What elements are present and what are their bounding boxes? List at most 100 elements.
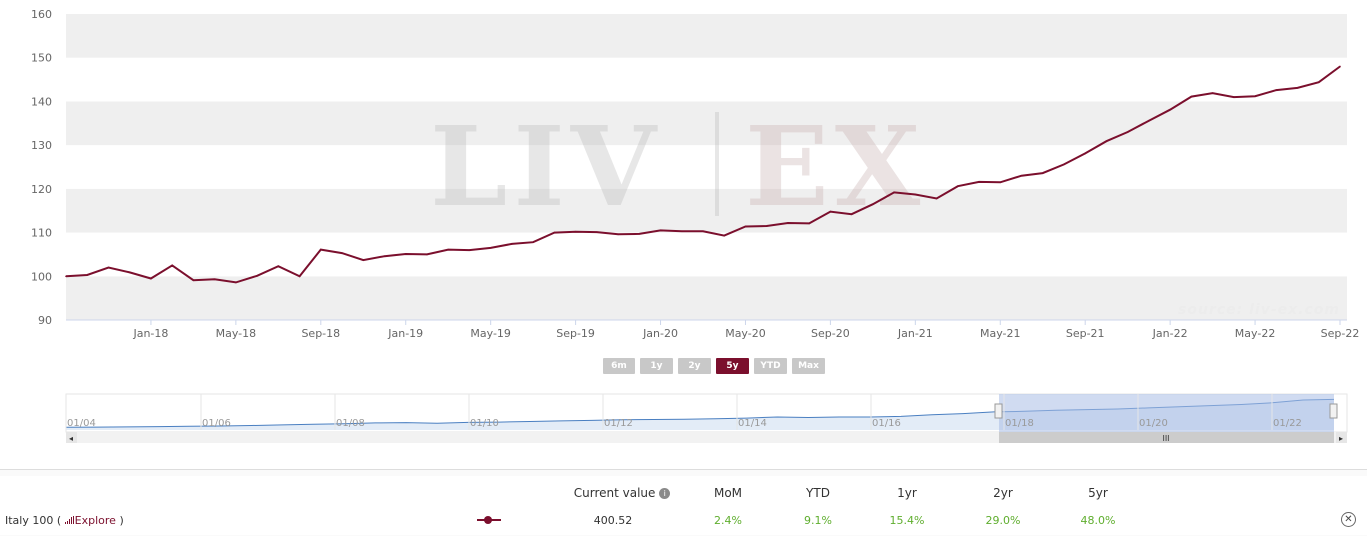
y-tick-label: 150	[31, 52, 52, 65]
table-header	[0, 476, 1367, 509]
data-point	[999, 181, 1002, 184]
table-row	[0, 508, 1367, 535]
range-button-5y[interactable]: 5y	[716, 358, 749, 374]
data-point	[574, 230, 577, 233]
data-point	[850, 213, 853, 216]
cell-1yr: 15.4%	[889, 514, 925, 527]
navigator-right-handle[interactable]	[1329, 403, 1338, 419]
plot-bands	[66, 14, 1347, 320]
x-axis-ticks: Jan-18 May-18 Sep-18 Jan-19 May-19 Sep-19 Jan-…	[132, 320, 1359, 340]
range-button-2y[interactable]: 2y	[678, 358, 711, 374]
cell-ytd: 9.1%	[804, 514, 832, 527]
svg-text:LIV: LIV	[430, 102, 662, 231]
navigator[interactable]: 01/04 01/06 01/08 01/10 01/12 01/14 01/16 01/18…	[65, 393, 1348, 443]
scrollbar-right-arrow[interactable]	[1336, 432, 1347, 443]
data-point	[532, 241, 534, 243]
arrow-right-icon: ▸	[1339, 434, 1343, 443]
bar-chart-icon[interactable]	[64, 516, 75, 524]
explore-link[interactable]: Explore	[74, 514, 116, 527]
remove-row-icon[interactable]: ✕	[1341, 512, 1356, 527]
scrollbar-thumb[interactable]	[999, 432, 1334, 443]
data-point	[86, 274, 89, 276]
range-button-6m[interactable]: 6m	[603, 358, 635, 374]
data-point	[723, 234, 726, 237]
data-point	[489, 247, 492, 249]
data-point	[659, 229, 662, 232]
scrollbar-left-arrow[interactable]	[66, 432, 77, 443]
navigator-tick-label: 01/08	[336, 418, 365, 429]
plot-band	[66, 14, 1347, 58]
y-axis-ticks: 90 100 110 120 130 140 150 160	[31, 8, 52, 327]
navigator-tick-label: 01/12	[604, 418, 633, 429]
data-point	[150, 277, 152, 280]
navigator-tick-label: 01/20	[1139, 418, 1168, 429]
chart-svg: LIV EX source: liv-ex.com 90 100 110 120 130…	[31, 8, 1359, 443]
plot-band	[66, 101, 1347, 146]
y-tick-label: 140	[31, 95, 52, 108]
data-point	[1041, 172, 1044, 174]
x-tick-label: Jan-19	[387, 327, 423, 340]
data-point	[957, 185, 959, 188]
data-point	[171, 264, 173, 267]
source-note: source: liv-ex.com	[1178, 302, 1340, 318]
navigator-tick-label: 01/18	[1005, 418, 1034, 429]
data-point	[1084, 152, 1086, 155]
data-point	[787, 222, 789, 224]
data-point	[702, 230, 704, 233]
plot-band	[66, 188, 1347, 233]
navigator-tick-label: 01/14	[738, 418, 767, 429]
arrow-left-icon: ◂	[69, 434, 73, 443]
header-1yr: 1yr	[897, 486, 917, 500]
data-point	[107, 266, 110, 269]
row-name: Italy 100 ( Explore )	[5, 514, 124, 527]
navigator-tick-label: 01/10	[470, 418, 499, 429]
data-point	[638, 233, 641, 235]
plot-band	[66, 145, 1347, 189]
data-point	[235, 281, 237, 284]
info-icon[interactable]: i	[659, 488, 671, 499]
navigator-selection[interactable]	[999, 394, 1334, 432]
data-point	[978, 181, 980, 183]
navigator-tick-label: 01/22	[1273, 418, 1302, 429]
data-point	[744, 225, 747, 228]
plot-band	[66, 232, 1347, 277]
data-point	[320, 248, 322, 251]
scrollbar-track[interactable]	[66, 432, 1347, 443]
data-point	[447, 248, 450, 251]
x-tick-label: Sep-20	[811, 327, 850, 340]
data-point	[935, 197, 938, 200]
data-point	[1211, 92, 1214, 94]
x-tick-label: May-22	[1235, 327, 1276, 340]
data-point	[1169, 108, 1171, 111]
data-point	[1296, 87, 1299, 89]
data-point	[1254, 95, 1256, 97]
navigator-tick-label: 01/04	[67, 418, 96, 429]
watermark: LIV EX	[430, 102, 920, 231]
data-point	[872, 203, 874, 205]
header-ytd: YTD	[806, 486, 830, 500]
data-point	[256, 275, 258, 277]
data-point	[914, 193, 917, 196]
series-legend-marker[interactable]	[475, 514, 503, 526]
x-tick-label: Jan-22	[1152, 327, 1188, 340]
y-tick-label: 130	[31, 139, 52, 152]
range-button-max[interactable]: Max	[792, 358, 825, 374]
data-point	[765, 225, 768, 227]
navigator-left-handle[interactable]	[994, 403, 1003, 419]
data-point	[277, 265, 280, 268]
x-tick-label: Jan-21	[897, 327, 933, 340]
plot-band	[66, 57, 1347, 102]
data-point	[192, 279, 195, 282]
range-button-1y[interactable]: 1y	[640, 358, 673, 374]
x-tick-label: May-20	[725, 327, 766, 340]
x-tick-label: Sep-19	[556, 327, 595, 340]
data-point	[680, 230, 683, 233]
range-button-ytd[interactable]: YTD	[754, 358, 787, 374]
data-point	[829, 210, 832, 213]
data-point	[426, 253, 428, 256]
data-point	[213, 278, 216, 281]
data-point	[1126, 131, 1129, 133]
x-tick-label: Sep-18	[301, 327, 340, 340]
x-tick-label: Sep-21	[1066, 327, 1105, 340]
x-tick-label: May-21	[980, 327, 1021, 340]
